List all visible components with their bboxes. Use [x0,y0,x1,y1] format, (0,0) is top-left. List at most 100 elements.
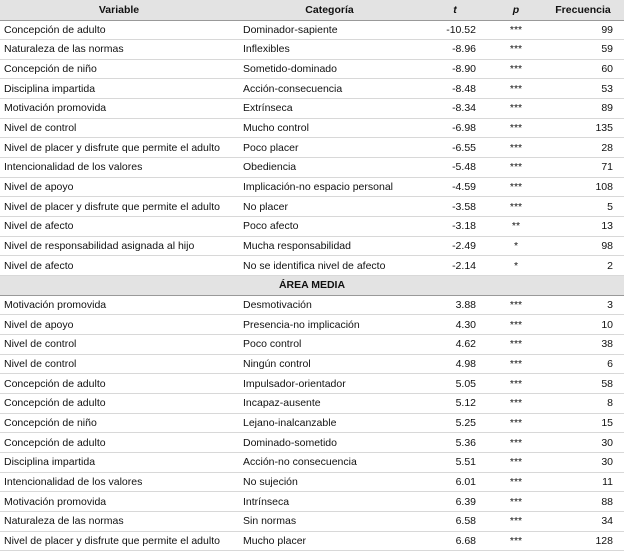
table-cell: 59 [542,39,624,60]
table-cell: 30 [542,432,624,453]
table-cell: *** [490,511,542,532]
table-cell: *** [490,314,542,336]
table-cell: Concepción de adulto [0,432,238,453]
table-cell: Nivel de afecto [0,255,238,276]
table-cell: -2.14 [420,255,490,276]
table-cell: -5.48 [420,157,490,178]
table-cell: Lejano-inalcanzable [238,413,420,434]
table-cell: Nivel de responsabilidad asignada al hij… [0,236,238,257]
table-cell: 15 [542,413,624,434]
table-row: Nivel de afecto No se identifica nivel de… [0,255,624,276]
table-cell: Nivel de placer y disfrute que permite e… [0,196,238,217]
table-cell: Intencionalidad de los valores [0,157,238,178]
table-cell: -8.90 [420,59,490,80]
table-cell: *** [490,432,542,453]
table-cell: Concepción de niño [0,413,238,434]
table-row: Naturaleza de las normas Sin normas 6.58 **… [0,511,624,532]
column-header: p [490,0,542,21]
table-cell: *** [490,196,542,217]
table-cell: No sujeción [238,472,420,493]
section-title: ÁREA MEDIA [0,274,624,296]
table-cell: 30 [542,452,624,473]
table-row: Concepción de adulto Dominado-sometido 5.3… [0,432,624,453]
table-row: Concepción de adulto Impulsador-orientado… [0,373,624,395]
table-cell: -10.52 [420,20,490,41]
table-cell: 5.12 [420,393,490,414]
table-cell: 89 [542,98,624,119]
table-cell: ** [490,216,542,237]
table-cell: 6.68 [420,531,490,551]
table-row: Nivel de apoyo Presencia-no implicación 4.… [0,314,624,336]
table-cell: 4.98 [420,354,490,375]
table-cell: Concepción de niño [0,59,238,80]
table-cell: -8.96 [420,39,490,60]
table-cell: Dominado-sometido [238,432,420,453]
table-cell: 11 [542,472,624,493]
table-cell: Nivel de placer y disfrute que permite e… [0,531,238,551]
table-cell: 4.62 [420,334,490,355]
table-cell: 8 [542,393,624,414]
table-cell: Intrínseca [238,491,420,512]
table-cell: *** [490,157,542,178]
table-cell: 34 [542,511,624,532]
table-cell: Nivel de control [0,334,238,355]
table-cell: *** [490,472,542,493]
table-cell: -3.18 [420,216,490,237]
table-cell: 4.30 [420,314,490,336]
table-cell: Poco placer [238,137,420,158]
table-cell: Concepción de adulto [0,20,238,41]
table-cell: Nivel de control [0,354,238,375]
table-row: Motivación promovida Desmotivación 3.88 ***… [0,295,624,316]
table-cell: Incapaz-ausente [238,393,420,414]
table-row: Concepción de niño Sometido-dominado -8.90… [0,59,624,80]
table-cell: *** [490,491,542,512]
table-cell: Nivel de apoyo [0,177,238,198]
table-cell: 28 [542,137,624,158]
table-cell: 10 [542,314,624,336]
table-cell: Mucho control [238,118,420,139]
table-cell: Motivación promovida [0,491,238,512]
table-cell: 88 [542,491,624,512]
table-cell: *** [490,531,542,551]
table-cell: 128 [542,531,624,551]
table-cell: Acción-no consecuencia [238,452,420,473]
table-cell: No se identifica nivel de afecto [238,255,420,276]
table-row: Nivel de placer y disfrute que permite e… [0,137,624,158]
table-cell: Motivación promovida [0,98,238,119]
table-row: Nivel de control Poco control 4.62 *** 38 [0,334,624,355]
table-cell: *** [490,452,542,473]
table-cell: 99 [542,20,624,41]
table-row: Nivel de responsabilidad asignada al hij… [0,236,624,257]
table-cell: 58 [542,373,624,395]
table-cell: 6 [542,354,624,375]
table-cell: Sin normas [238,511,420,532]
table-cell: 3.88 [420,295,490,316]
table-cell: Mucha responsabilidad [238,236,420,257]
column-header: Categoría [238,0,420,21]
table-cell: 6.01 [420,472,490,493]
table-cell: Mucho placer [238,531,420,551]
table-cell: -6.55 [420,137,490,158]
table-cell: 5.25 [420,413,490,434]
table-row: Nivel de apoyo Implicación-no espacio per… [0,177,624,198]
table-cell: 5.05 [420,373,490,395]
table-cell: *** [490,393,542,414]
table-cell: *** [490,98,542,119]
table-cell: 135 [542,118,624,139]
column-header: Variable [0,0,238,21]
table-cell: Obediencia [238,157,420,178]
table-cell: -2.49 [420,236,490,257]
table-cell: 6.39 [420,491,490,512]
table-cell: 38 [542,334,624,355]
table-cell: Inflexibles [238,39,420,60]
table-cell: *** [490,59,542,80]
table-cell: -8.48 [420,78,490,100]
table-cell: Nivel de afecto [0,216,238,237]
table-cell: 3 [542,295,624,316]
table-cell: Nivel de apoyo [0,314,238,336]
table-cell: No placer [238,196,420,217]
table-cell: 6.58 [420,511,490,532]
table-cell: 2 [542,255,624,276]
table-cell: *** [490,39,542,60]
